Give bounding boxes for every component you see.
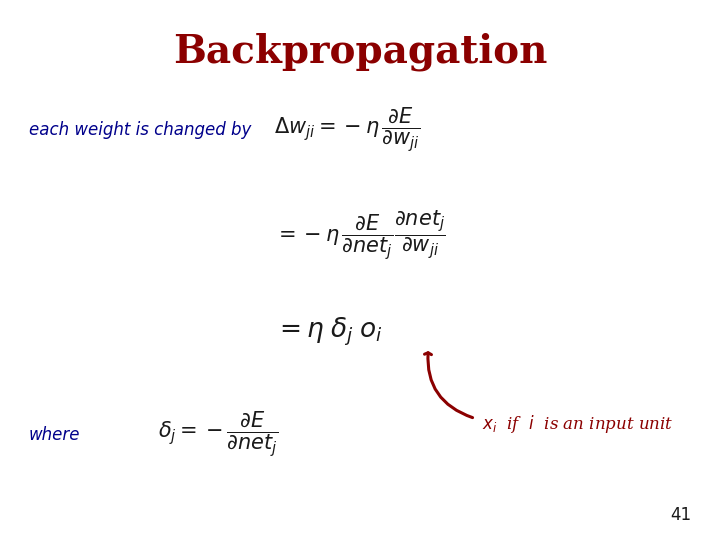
Text: $= \eta \; \delta_j \; o_i$: $= \eta \; \delta_j \; o_i$ xyxy=(274,316,382,348)
Text: where: where xyxy=(29,426,81,444)
Text: 41: 41 xyxy=(670,506,691,524)
Text: $\delta_j = -\dfrac{\partial E}{\partial net_j}$: $\delta_j = -\dfrac{\partial E}{\partial… xyxy=(158,410,279,460)
Text: $x_i$  if  $i$  is an input unit: $x_i$ if $i$ is an input unit xyxy=(482,413,674,435)
Text: $= -\eta \, \dfrac{\partial E}{\partial net_j} \dfrac{\partial net_j}{\partial w: $= -\eta \, \dfrac{\partial E}{\partial … xyxy=(274,208,446,262)
Text: $\Delta w_{ji} = -\eta \, \dfrac{\partial E}{\partial w_{ji}}$: $\Delta w_{ji} = -\eta \, \dfrac{\partia… xyxy=(274,105,420,154)
Text: Backpropagation: Backpropagation xyxy=(173,32,547,71)
Text: each weight is changed by: each weight is changed by xyxy=(29,120,251,139)
